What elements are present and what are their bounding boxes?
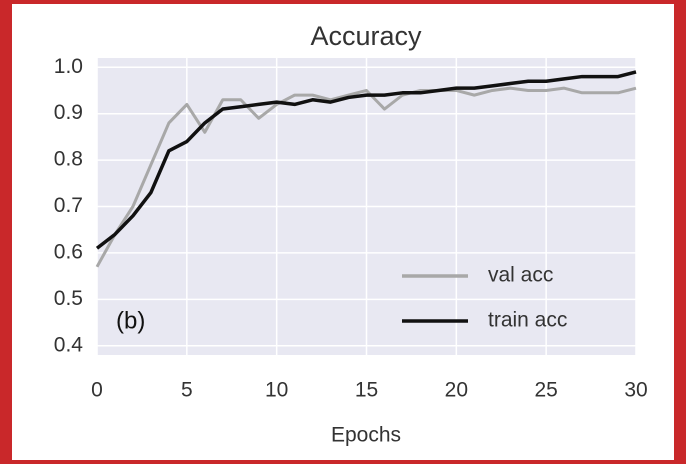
- y-tick-label: 0.4: [54, 333, 84, 356]
- legend-label: train acc: [488, 309, 567, 332]
- annotation: (b): [116, 307, 145, 334]
- legend-label: val acc: [488, 264, 553, 287]
- x-tick-label: 15: [355, 379, 378, 402]
- data-line: [95, 86, 637, 268]
- y-tick-label: 0.8: [54, 148, 83, 171]
- x-axis-label: Epochs: [331, 424, 401, 447]
- y-tick-label: 1.0: [54, 55, 83, 78]
- data-line: [95, 70, 637, 250]
- x-tick-label: 25: [534, 379, 557, 402]
- chart-title: Accuracy: [310, 21, 422, 51]
- y-tick-label: 0.5: [54, 287, 83, 310]
- y-tick-label: 0.6: [54, 240, 83, 263]
- x-tick-label: 0: [91, 379, 103, 402]
- x-tick-label: 20: [445, 379, 468, 402]
- y-tick-label: 0.9: [54, 101, 83, 124]
- x-tick-label: 5: [181, 379, 193, 402]
- y-tick-label: 0.7: [54, 194, 83, 217]
- x-tick-label: 10: [265, 379, 288, 402]
- x-tick-label: 30: [624, 379, 647, 402]
